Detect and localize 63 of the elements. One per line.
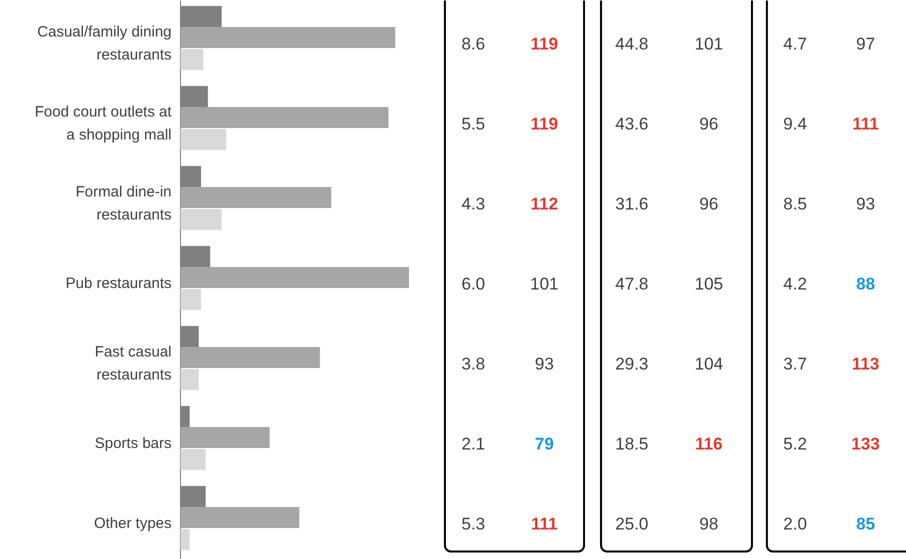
text: 4.3 (462, 194, 486, 214)
bar (180, 289, 202, 310)
text: 3.7 (783, 354, 807, 374)
bar (180, 129, 226, 150)
text: 93 (534, 354, 554, 374)
text: 98 (699, 514, 718, 534)
text: 2.0 (783, 514, 807, 534)
y-tick-label: Fast casual restaurants (94, 344, 172, 384)
text: 44.8 (615, 34, 648, 54)
bar (180, 449, 206, 470)
text: 116 (695, 434, 723, 454)
text: 2.1 (462, 434, 486, 454)
text: 5.5 (462, 114, 486, 134)
text: 97 (856, 34, 876, 54)
text: 119 (530, 114, 558, 134)
text: 96 (699, 114, 718, 134)
text: 8.6 (462, 34, 486, 54)
y-tick-label: Formal dine-in restaurants (76, 184, 172, 224)
y-tick-label: Casual/family dining restaurants (37, 24, 172, 64)
text: 4.2 (783, 274, 807, 294)
text: 133 (851, 434, 880, 454)
text: 3.8 (462, 354, 486, 374)
bar (180, 27, 396, 48)
text: 43.6 (615, 114, 648, 134)
text: 104 (694, 354, 724, 374)
text: 9.4 (783, 114, 807, 134)
bar (180, 427, 270, 448)
text: 29.3 (615, 354, 648, 374)
bar (180, 267, 409, 288)
text: 113 (852, 354, 880, 374)
text: 111 (852, 114, 879, 134)
bar (180, 347, 320, 368)
text: 5.2 (783, 434, 807, 454)
text: 85 (856, 514, 876, 534)
text: 8.5 (783, 194, 807, 214)
text: 5.3 (462, 514, 486, 534)
text: 79 (534, 434, 554, 454)
text: 96 (699, 194, 718, 214)
text: 105 (694, 274, 724, 294)
text: 18.5 (615, 434, 648, 454)
text: 88 (856, 274, 876, 294)
bar (180, 507, 300, 528)
y-tick-label: Sports bars (94, 435, 172, 452)
text: 31.6 (615, 194, 648, 214)
bar (180, 107, 388, 128)
text: 119 (530, 34, 558, 54)
text: 101 (694, 34, 724, 54)
bar (180, 369, 199, 390)
text: 6.0 (462, 274, 486, 294)
text: 4.7 (783, 34, 807, 54)
text: 112 (530, 194, 558, 214)
text: 93 (856, 194, 876, 214)
text: 101 (530, 274, 559, 294)
bar (180, 209, 222, 230)
y-tick-label: Pub restaurants (66, 275, 172, 292)
text: 111 (531, 514, 558, 534)
bar (180, 529, 190, 550)
bar (180, 187, 332, 208)
text: 47.8 (615, 274, 648, 294)
y-tick-label: Other types (94, 515, 172, 532)
text: 25.0 (615, 514, 648, 534)
bar (180, 49, 204, 70)
y-tick-label: Food court outlets at a shopping mall (34, 104, 172, 144)
